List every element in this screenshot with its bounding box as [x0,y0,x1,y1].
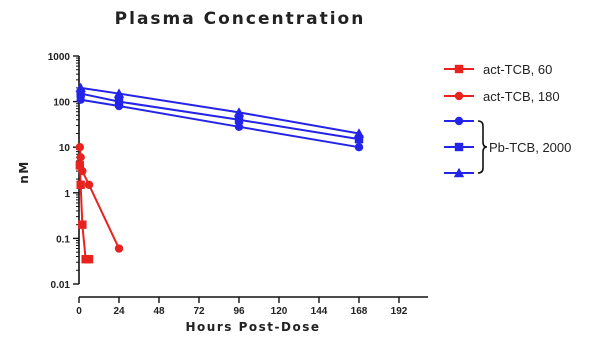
x-tick-label: 144 [311,306,328,317]
series-1 [75,143,124,253]
legend-item-2 [444,116,474,126]
chart-title: Plasma Concentration [115,9,366,29]
data-point [78,166,87,176]
series-3 [76,89,364,144]
data-point [113,88,125,98]
x-axis-title: Hours Post-Dose [186,320,321,334]
legend-item-3 [444,142,474,152]
x-axis-ticks: 0 24 48 72 96 120 144 168 192 [76,297,408,317]
y-axis-ticks: 0.01 0.1 1 10 100 1000 [48,52,79,291]
data-point [114,97,124,106]
legend-group-brace [477,120,488,174]
legend-marker [454,142,464,152]
series-line [78,147,120,249]
legend-label: Pb-TCB, 2000 [489,140,571,155]
data-point [114,244,124,253]
legend-item-4 [444,167,474,178]
y-tick-label: 10 [59,143,71,154]
y-tick-label: 0.1 [56,234,70,245]
y-tick-label: 1 [64,189,70,200]
data-point [354,143,364,152]
legend-label: act-TCB, 60 [483,62,552,77]
legend-item-1: act-TCB, 180 [444,89,560,104]
y-tick-label: 0.01 [51,280,71,291]
data-point [75,161,85,170]
data-point [234,122,244,132]
x-tick-label: 96 [233,306,245,317]
data-point [84,254,94,264]
x-tick-label: 48 [153,306,165,317]
y-tick-label: 100 [53,98,70,109]
data-point [75,82,86,93]
series-line [80,92,360,141]
series-line [78,165,89,261]
x-tick-label: 192 [391,306,408,317]
data-point [75,143,85,152]
data-point [76,89,85,98]
x-tick-label: 72 [193,306,205,317]
x-tick-label: 168 [351,306,368,317]
series-layer [75,82,365,264]
series-line [80,86,360,135]
legend-marker [453,167,465,178]
data-point [354,134,364,144]
x-tick-label: 120 [271,306,288,317]
legend-marker [454,116,464,126]
x-tick-label: 24 [113,306,125,317]
data-point [233,107,245,117]
data-point [234,115,244,124]
series-line [80,98,360,149]
series-4 [75,82,365,138]
x-tick-label: 0 [76,306,82,317]
data-point [76,153,85,162]
legend-marker [454,91,464,101]
data-point [353,128,365,138]
legend-marker [454,64,464,74]
data-point [84,180,94,189]
legend-item-0: act-TCB, 60 [444,62,552,77]
data-point [76,180,85,189]
legend: act-TCB, 60 act-TCB, 180 Pb-TCB, 2000 [444,62,571,178]
y-tick-label: 1000 [48,52,71,63]
legend-label: act-TCB, 180 [483,89,560,104]
y-axis-title: nM [17,160,31,183]
series-0 [75,161,94,264]
data-point [78,220,87,229]
